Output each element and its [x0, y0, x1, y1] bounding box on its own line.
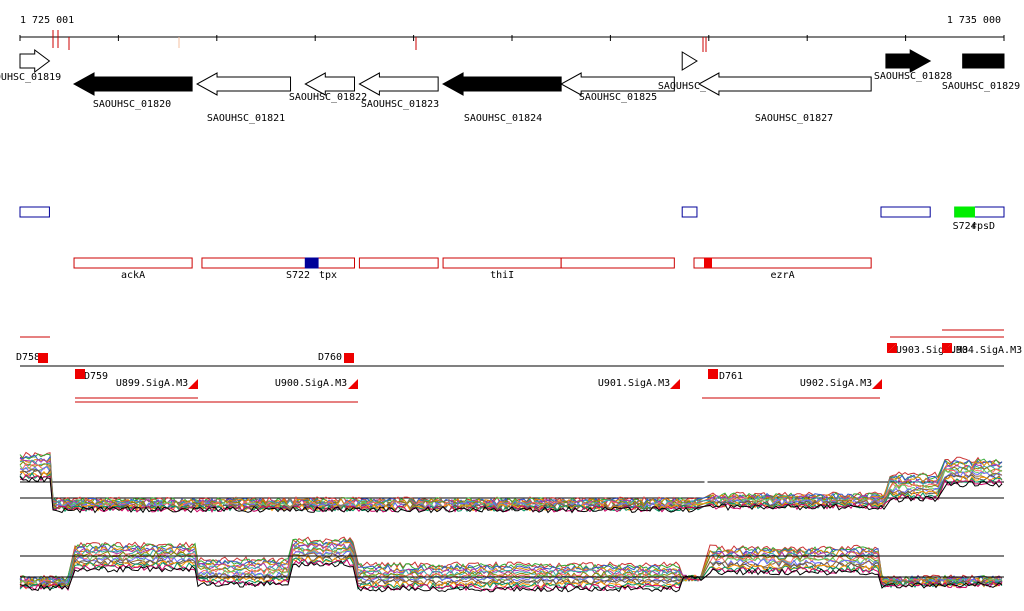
- operon-box: [19, 206, 50, 218]
- gene-label: SAOUHSC_01821: [207, 113, 285, 124]
- gene-label: SAOUHSC_01820: [93, 99, 171, 110]
- gene-label: SAOUHSC_01827: [755, 113, 833, 124]
- transcript-marker-label: S722: [286, 270, 310, 281]
- regulatory-track: D758 D759 U899.SigA.M3 D760 U900.SigA.M3 U901…: [16, 329, 1022, 403]
- gene-arrow: [885, 49, 932, 73]
- regulatory-label: U902.SigA.M3: [800, 378, 872, 389]
- expression-profile-line: [19, 552, 1002, 589]
- regulatory-label: D760: [318, 352, 342, 363]
- expression-profile-line: [19, 459, 1003, 508]
- expression-track: [19, 440, 1004, 595]
- transcript-box: [73, 257, 193, 269]
- transcript-start-mark: [704, 258, 712, 268]
- operon-label: rpsD: [971, 221, 995, 232]
- gene-arrow: [19, 49, 51, 73]
- transcript-marker: [304, 257, 319, 269]
- regulatory-label: U900.SigA.M3: [275, 378, 347, 389]
- regulatory-label: D761: [719, 371, 743, 382]
- gene-track: SAOUHSC_01819 SAOUHSC_01820 SAOUHSC_01821 S…: [0, 49, 1020, 124]
- gene-arrow: [442, 72, 562, 96]
- operon-box: [880, 206, 931, 218]
- expression-profile-line: [19, 555, 1003, 590]
- gene-arrow: [358, 72, 439, 96]
- gene-arrow: [560, 72, 675, 96]
- gene-label: SAOUHSC_01826: [658, 81, 736, 92]
- operon-marker: [954, 206, 975, 218]
- expression-profile-line: [19, 553, 1003, 589]
- ruler-end-label: 1 735 000: [947, 15, 1001, 26]
- regulatory-marker: [344, 353, 354, 363]
- regulatory-marker: [887, 343, 897, 353]
- transcript-label: ezrA: [771, 270, 795, 281]
- expression-profile-line: [19, 560, 1003, 593]
- transcript-box: [560, 257, 675, 269]
- transcript-label: ackA: [121, 270, 145, 281]
- regulatory-label: U899.SigA.M3: [116, 378, 188, 389]
- operon-marker-label: S724: [953, 221, 977, 232]
- coordinate-ruler: 1 725 001 1 735 000: [19, 15, 1005, 52]
- transcript-box: [201, 257, 355, 269]
- expression-profile-line: [19, 538, 1003, 582]
- gene-arrow: [196, 72, 292, 96]
- regulatory-label: D759: [84, 371, 108, 382]
- gene-label: SAOUHSC_01822: [289, 92, 367, 103]
- gene-label: SAOUHSC_01825: [579, 92, 657, 103]
- regulatory-label: U903.SigA.M3: [896, 345, 968, 356]
- transcript-box: [442, 257, 562, 269]
- regulatory-marker: [188, 379, 198, 389]
- expression-profile-line: [19, 558, 1003, 592]
- expression-profile-line: [19, 475, 1003, 514]
- gene-label: SAOUHSC_01828: [874, 71, 952, 82]
- ruler-start-label: 1 725 001: [20, 15, 74, 26]
- gene-arrow: [962, 53, 1005, 69]
- gene-label: SAOUHSC_01823: [361, 99, 439, 110]
- transcript-box: [358, 257, 439, 269]
- regulatory-marker: [75, 369, 85, 379]
- regulatory-marker: [942, 343, 952, 353]
- gene-label: SAOUHSC_01819: [0, 72, 61, 83]
- gene-label: SAOUHSC_01824: [464, 113, 542, 124]
- transcript-label: thiI: [490, 270, 514, 281]
- gene-arrow: [697, 72, 872, 96]
- regulatory-marker: [708, 369, 718, 379]
- transcript-box: [693, 257, 872, 269]
- transcript-track: ackA S722 tpx thiI ezrA: [73, 257, 872, 281]
- regulatory-marker: [348, 379, 358, 389]
- regulatory-label: D758: [16, 352, 40, 363]
- regulatory-label: U904.SigA.M3: [950, 345, 1022, 356]
- expression-profile-line: [20, 546, 1003, 586]
- expression-profile-line: [19, 536, 1003, 582]
- operon-box: [681, 206, 698, 218]
- regulatory-marker: [38, 353, 48, 363]
- regulatory-marker: [872, 379, 882, 389]
- gene-arrow: [304, 72, 355, 96]
- regulatory-label: U901.SigA.M3: [598, 378, 670, 389]
- transcript-label: tpx: [319, 270, 337, 281]
- gene-arrow: [72, 72, 193, 96]
- gene-label: SAOUHSC_01829: [942, 81, 1020, 92]
- regulatory-marker: [670, 379, 680, 389]
- expression-profile-line: [19, 451, 1003, 504]
- expression-profile-line: [19, 540, 1003, 584]
- gene-arrow: [681, 51, 698, 71]
